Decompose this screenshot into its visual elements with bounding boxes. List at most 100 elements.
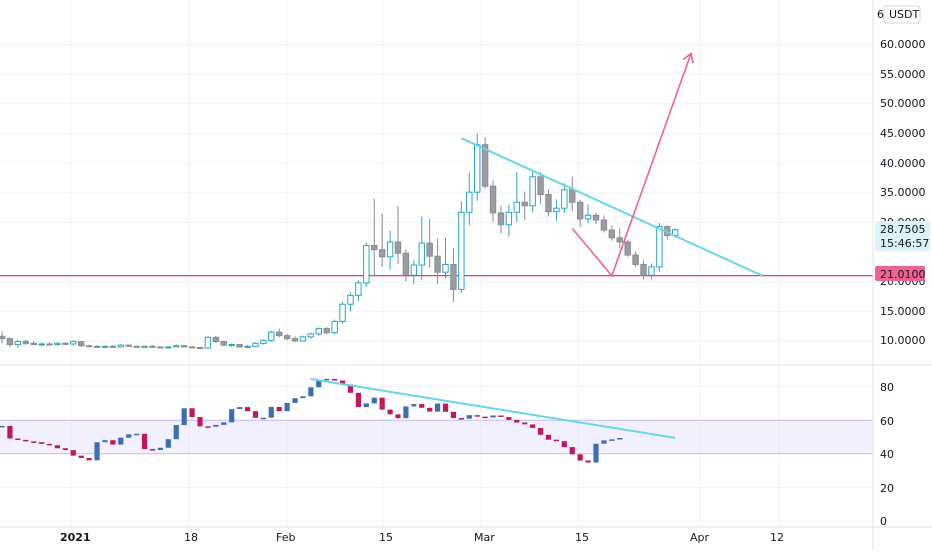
- rsi-mark: [308, 387, 314, 397]
- candle: [513, 171, 520, 223]
- candle: [489, 180, 497, 222]
- candle: [117, 343, 124, 348]
- rsi-mark: [577, 454, 583, 461]
- price-tick-label: 60.0000: [880, 38, 926, 51]
- candle-body: [283, 335, 291, 340]
- candle: [220, 340, 227, 347]
- candle: [656, 222, 663, 272]
- candle-body: [101, 345, 109, 348]
- candle-body: [196, 347, 204, 350]
- candle-body: [584, 214, 592, 220]
- candle: [386, 230, 394, 270]
- candle-body: [22, 341, 29, 344]
- rsi-mark: [205, 426, 211, 428]
- price-tick-label: 15.0000: [880, 305, 926, 318]
- candle-body: [46, 343, 53, 346]
- candle-body: [442, 264, 449, 273]
- candle: [252, 342, 259, 347]
- rsi-mark: [617, 438, 623, 440]
- candle-body: [315, 328, 323, 335]
- rsi-tick-label: 0: [880, 515, 887, 528]
- rsi-mark: [221, 422, 227, 425]
- price-tick-label: 40.0000: [880, 157, 926, 170]
- rsi-mark: [229, 409, 235, 423]
- candle-body: [458, 211, 465, 290]
- time-label: 15: [575, 531, 589, 544]
- candle-body: [537, 176, 544, 196]
- rsi-mark: [70, 450, 76, 456]
- candle-body: [30, 342, 37, 346]
- candle-body: [157, 346, 164, 349]
- rsi-mark: [276, 406, 282, 412]
- candle-body: [355, 282, 362, 296]
- candle: [38, 342, 45, 347]
- rsi-mark: [189, 408, 195, 418]
- rsi-mark: [31, 441, 37, 443]
- candle: [133, 345, 140, 348]
- candle-body: [640, 264, 647, 276]
- candle: [426, 218, 433, 268]
- candle: [6, 337, 14, 347]
- candle-body: [188, 346, 196, 349]
- rsi-mark: [474, 415, 480, 417]
- currency-badge[interactable]: [883, 5, 921, 24]
- candle-body: [608, 229, 616, 239]
- candle: [418, 216, 425, 280]
- candle: [180, 345, 188, 348]
- candle-body: [450, 264, 457, 290]
- candle-body: [228, 344, 235, 347]
- price-trendline[interactable]: [460, 137, 763, 277]
- candle: [371, 198, 378, 277]
- rsi-trendline[interactable]: [310, 378, 676, 439]
- candle-body: [656, 226, 663, 268]
- rsi-mark: [347, 384, 354, 393]
- price-tick-label: 10.0000: [880, 334, 926, 347]
- candle-body: [553, 207, 560, 213]
- currency-label[interactable]: USDT: [889, 8, 920, 21]
- candle-body: [545, 194, 552, 213]
- rsi-mark: [355, 392, 361, 408]
- price-tick-label: 45.0000: [880, 127, 926, 140]
- rsi-mark: [490, 415, 496, 418]
- candle: [497, 205, 505, 234]
- candle-body: [363, 245, 370, 284]
- rsi-mark: [15, 438, 21, 441]
- candle-body: [529, 176, 536, 207]
- rsi-mark: [284, 402, 290, 412]
- candle: [315, 327, 323, 336]
- candle: [46, 342, 53, 346]
- projection-path[interactable]: [571, 53, 692, 278]
- drawing-layer[interactable]: [310, 51, 763, 439]
- rsi-mark: [498, 415, 504, 418]
- candle: [521, 191, 528, 221]
- candle: [561, 183, 568, 213]
- candle-body: [339, 303, 346, 322]
- candle-body: [276, 331, 283, 337]
- time-label: Mar: [474, 531, 495, 544]
- candle-body: [173, 345, 180, 348]
- rsi-mark: [324, 378, 330, 381]
- rsi-mark: [387, 409, 393, 415]
- candle-body: [307, 333, 315, 338]
- rsi-mark: [213, 424, 219, 427]
- candle-body: [180, 345, 188, 348]
- projection-arrowhead: [682, 51, 694, 64]
- candle-body: [109, 345, 117, 348]
- candle: [70, 340, 77, 346]
- candle-body: [204, 336, 212, 349]
- rsi-mark: [458, 418, 464, 420]
- candle: [466, 172, 473, 226]
- candle-body: [268, 331, 275, 341]
- candle: [378, 213, 386, 267]
- candle-body: [410, 264, 418, 276]
- rsi-mark: [561, 441, 567, 448]
- candle-body: [386, 241, 394, 258]
- candle: [339, 301, 346, 324]
- grid-layer: [0, 0, 873, 527]
- candle: [648, 263, 655, 280]
- candle: [85, 344, 93, 348]
- candle: [268, 330, 275, 342]
- rsi-mark: [339, 380, 346, 385]
